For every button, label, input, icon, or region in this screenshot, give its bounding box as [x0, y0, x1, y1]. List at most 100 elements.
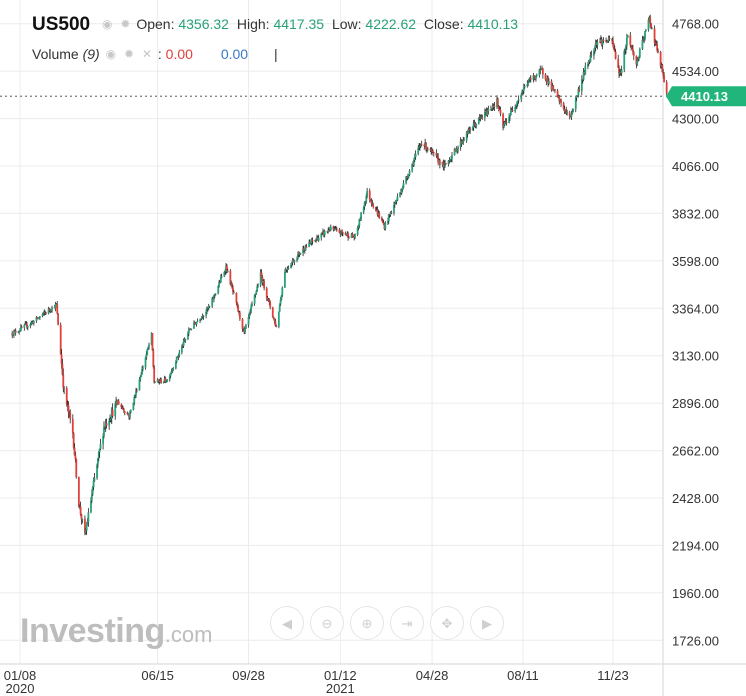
candle-body — [450, 159, 453, 161]
volume-legend: Volume (9) ◉ ✹ ✕ : 0.00 0.00 | — [32, 46, 278, 62]
scroll-left-icon[interactable]: ◀ — [270, 606, 304, 640]
candle-body — [471, 127, 474, 131]
candle-body — [589, 54, 592, 62]
x-tick-label: 08/11 — [507, 668, 539, 683]
candle-body — [223, 271, 226, 277]
low-label: Low: — [331, 16, 362, 32]
candle-body — [153, 366, 156, 383]
candle-body — [394, 201, 397, 204]
candle-body — [624, 50, 627, 51]
gear-icon[interactable]: ✹ — [120, 17, 131, 31]
candle-body — [244, 328, 246, 333]
candle-body — [612, 43, 615, 50]
candle-body — [183, 340, 186, 342]
candle-body — [237, 305, 240, 312]
candle-body — [437, 156, 440, 163]
candle-body — [196, 321, 199, 322]
y-tick-label: 4300.00 — [672, 112, 719, 127]
candle-body — [93, 478, 96, 481]
candle-body — [206, 307, 208, 312]
x-tick-label: 01/08 — [4, 668, 37, 683]
candle-body — [80, 514, 83, 520]
volume-label: Volume — [32, 46, 79, 62]
y-tick-label: 1726.00 — [672, 633, 719, 648]
candle-body — [426, 148, 429, 150]
candle-body — [538, 69, 541, 76]
candle-body — [211, 298, 214, 307]
candle-body — [509, 110, 512, 116]
candle-body — [365, 196, 368, 202]
candle-body — [360, 212, 362, 221]
candle-body — [160, 379, 163, 383]
candle-body — [232, 291, 235, 293]
candle-body — [250, 306, 253, 311]
candle-body — [299, 253, 302, 255]
scroll-right-icon[interactable]: ▶ — [470, 606, 504, 640]
scroll-forward-icon[interactable]: ⇥ — [390, 606, 424, 640]
candle-body — [405, 176, 407, 184]
candle-body — [638, 48, 641, 58]
candle-body — [630, 45, 633, 47]
candle-body — [69, 412, 72, 419]
candle-body — [200, 316, 203, 319]
candle-body — [632, 51, 635, 56]
candle-body — [447, 160, 450, 165]
candle-body — [287, 268, 290, 270]
candle-body — [407, 174, 410, 178]
candle-body — [584, 66, 587, 75]
candle-body — [620, 69, 623, 73]
candle-body — [345, 234, 348, 236]
candle-body — [129, 412, 131, 418]
candle-body — [193, 322, 195, 329]
candle-body — [517, 99, 520, 101]
candle-body — [311, 240, 314, 242]
gear-icon[interactable]: ✹ — [123, 47, 135, 61]
candle-body — [74, 455, 77, 460]
candle-body — [60, 354, 63, 364]
eye-icon[interactable]: ◉ — [105, 47, 117, 61]
volume-separator: : — [157, 46, 162, 62]
candle-body — [371, 203, 374, 205]
eye-icon[interactable]: ◉ — [102, 17, 113, 31]
candle-body — [84, 530, 87, 534]
reset-icon[interactable]: ✥ — [430, 606, 464, 640]
candle-body — [498, 108, 501, 110]
candle-body — [419, 145, 421, 147]
candle-body — [214, 293, 217, 295]
candle-body — [224, 271, 227, 273]
candle-body — [472, 123, 475, 128]
candle-body — [535, 75, 538, 77]
candle-body — [638, 57, 640, 59]
candle-body — [465, 132, 468, 141]
candle-body — [372, 204, 375, 207]
y-tick-label: 2896.00 — [672, 396, 719, 411]
high-value: 4417.35 — [273, 16, 325, 32]
candle-body — [13, 331, 15, 336]
candle-body — [256, 286, 259, 291]
candle-body — [84, 518, 86, 534]
candle-body — [175, 356, 178, 363]
candle-body — [259, 272, 262, 286]
candle-body — [132, 402, 135, 410]
candle-body — [351, 234, 354, 237]
candle-body — [347, 233, 349, 238]
close-icon[interactable]: ✕ — [141, 47, 152, 61]
candle-body — [134, 395, 137, 397]
candle-body — [48, 308, 51, 311]
candle-body — [650, 23, 652, 29]
zoom-in-icon[interactable]: ⊕ — [350, 606, 384, 640]
candle-body — [123, 411, 126, 413]
candle-body — [468, 128, 471, 130]
candle-body — [172, 368, 175, 370]
candle-body — [362, 207, 365, 213]
candle-body — [35, 317, 38, 321]
candle-body — [309, 243, 312, 244]
candle-body — [174, 362, 177, 369]
candle-body — [411, 163, 414, 171]
candle-body — [366, 190, 369, 197]
candle-body — [235, 292, 238, 303]
candle-body — [618, 67, 620, 74]
last-price-label: 4410.13 — [681, 89, 728, 104]
zoom-out-icon[interactable]: ⊖ — [310, 606, 344, 640]
